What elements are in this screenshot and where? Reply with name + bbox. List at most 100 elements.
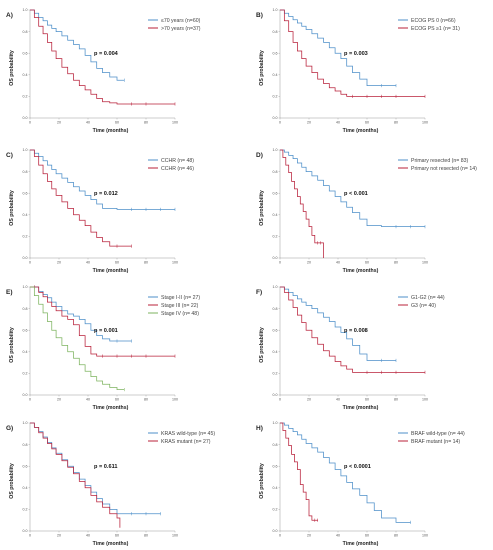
x-tick-label: 40 — [336, 398, 340, 402]
y-tick-label: 0.2 — [23, 372, 28, 376]
y-tick-label: 0.4 — [273, 350, 278, 354]
survival-curve — [30, 149, 175, 210]
x-tick-label: 80 — [394, 534, 398, 538]
y-tick-label: 0.0 — [273, 529, 278, 533]
panel-a: A) 0.0 0.2 0.4 0.6 0.8 1.0 0 20 40 60 80 100 Time (mo… — [6, 8, 201, 134]
y-axis-title: OS probability — [259, 50, 265, 86]
x-tick-label: 80 — [394, 398, 398, 402]
x-tick-label: 100 — [422, 261, 428, 265]
x-axis-title: Time (months) — [343, 268, 379, 274]
y-tick-label: 0.6 — [273, 328, 278, 332]
y-axis-title: OS probability — [259, 463, 265, 499]
p-value-label: p = 0.001 — [94, 328, 118, 334]
y-tick-label: 1.0 — [23, 148, 28, 152]
y-tick-label: 0.6 — [273, 464, 278, 468]
x-tick-label: 40 — [86, 534, 90, 538]
legend-label: ECOG PS ≥1 (n= 31) — [411, 26, 460, 32]
p-value-label: p = 0.004 — [94, 51, 119, 57]
y-tick-label: 0.4 — [23, 73, 28, 77]
panel-letter: E) — [6, 289, 13, 296]
survival-curve — [280, 149, 425, 228]
y-axis-title: OS probability — [9, 190, 15, 226]
y-tick-label: 0.4 — [23, 350, 28, 354]
y-tick-label: 0.8 — [273, 30, 278, 34]
y-tick-label: 0.6 — [23, 328, 28, 332]
x-axis-title: Time (months) — [93, 405, 129, 411]
legend-label: Primary resected (n= 83) — [411, 158, 468, 164]
legend-label: CCHR (n= 48) — [161, 158, 194, 164]
y-tick-label: 0.0 — [23, 116, 28, 120]
p-value-label: p < 0.0001 — [344, 464, 371, 470]
x-axis-title: Time (months) — [93, 128, 129, 134]
x-axis-title: Time (months) — [343, 405, 379, 411]
y-tick-label: 0.2 — [273, 235, 278, 239]
x-tick-label: 80 — [394, 261, 398, 265]
panel-letter: D) — [256, 152, 263, 159]
y-tick-label: 1.0 — [273, 8, 278, 12]
y-tick-label: 0.6 — [273, 51, 278, 55]
survival-curve — [280, 9, 396, 86]
x-tick-label: 80 — [144, 261, 148, 265]
panel-letter: F) — [256, 289, 262, 296]
legend-label: Stage IV (n= 48) — [161, 311, 199, 317]
survival-curve — [280, 422, 411, 523]
panel-letter: B) — [256, 12, 263, 19]
legend-label: Stage I-II (n= 27) — [161, 295, 200, 301]
p-value-label: p = 0.008 — [344, 328, 368, 334]
x-tick-label: 20 — [57, 398, 61, 402]
x-tick-label: 100 — [172, 398, 178, 402]
legend-label: >70 years (n=37) — [161, 26, 201, 32]
x-tick-label: 40 — [336, 534, 340, 538]
survival-curve — [30, 149, 132, 247]
panel-f: F) 0.0 0.2 0.4 0.6 0.8 1.0 0 20 40 60 80 100 Time (mo… — [256, 285, 445, 411]
p-value-label: p = 0.012 — [94, 191, 118, 197]
x-tick-label: 60 — [365, 398, 369, 402]
y-tick-label: 0.6 — [273, 191, 278, 195]
panel-letter: C) — [6, 152, 13, 159]
x-tick-label: 60 — [365, 121, 369, 125]
survival-curve — [30, 9, 175, 105]
y-axis-title: OS probability — [9, 327, 15, 363]
y-axis-title: OS probability — [9, 50, 15, 86]
panel-letter: A) — [6, 12, 13, 19]
p-value-label: p = 0.003 — [344, 51, 368, 57]
x-tick-label: 100 — [422, 534, 428, 538]
y-tick-label: 0.4 — [273, 73, 278, 77]
x-tick-label: 60 — [115, 398, 119, 402]
x-tick-label: 100 — [172, 261, 178, 265]
panel-g: G) 0.0 0.2 0.4 0.6 0.8 1.0 0 20 40 60 80 100 Time (mo… — [6, 421, 215, 547]
x-tick-label: 0 — [279, 398, 281, 402]
legend-label: Primary not resected (n= 14) — [411, 166, 477, 172]
x-tick-label: 20 — [57, 121, 61, 125]
p-value-label: p = 0.611 — [94, 464, 117, 470]
survival-curve — [30, 9, 125, 81]
x-tick-label: 0 — [29, 398, 31, 402]
x-tick-label: 0 — [29, 121, 31, 125]
x-axis-title: Time (months) — [93, 541, 129, 547]
x-tick-label: 100 — [422, 398, 428, 402]
x-tick-label: 20 — [57, 534, 61, 538]
legend-label: ≤70 years (n=60) — [161, 18, 201, 24]
x-tick-label: 20 — [307, 534, 311, 538]
x-tick-label: 0 — [279, 121, 281, 125]
x-axis-title: Time (months) — [343, 128, 379, 134]
p-value-label: p < 0.001 — [344, 191, 368, 197]
y-tick-label: 0.8 — [23, 170, 28, 174]
y-tick-label: 0.0 — [23, 393, 28, 397]
panel-b: B) 0.0 0.2 0.4 0.6 0.8 1.0 0 20 40 60 80 100 Time (mo… — [256, 8, 460, 134]
x-tick-label: 80 — [144, 121, 148, 125]
y-tick-label: 1.0 — [273, 148, 278, 152]
panel-c: C) 0.0 0.2 0.4 0.6 0.8 1.0 0 20 40 60 80 100 Time (mo… — [6, 148, 194, 274]
y-tick-label: 0.2 — [273, 508, 278, 512]
y-tick-label: 0.6 — [23, 191, 28, 195]
x-tick-label: 40 — [336, 121, 340, 125]
survival-curve — [30, 286, 125, 390]
survival-curve — [280, 286, 396, 361]
y-tick-label: 0.0 — [273, 256, 278, 260]
x-tick-label: 60 — [115, 261, 119, 265]
y-tick-label: 1.0 — [23, 8, 28, 12]
x-tick-label: 100 — [422, 121, 428, 125]
survival-curve — [280, 422, 318, 521]
legend-label: G3 (n= 40) — [411, 303, 436, 309]
